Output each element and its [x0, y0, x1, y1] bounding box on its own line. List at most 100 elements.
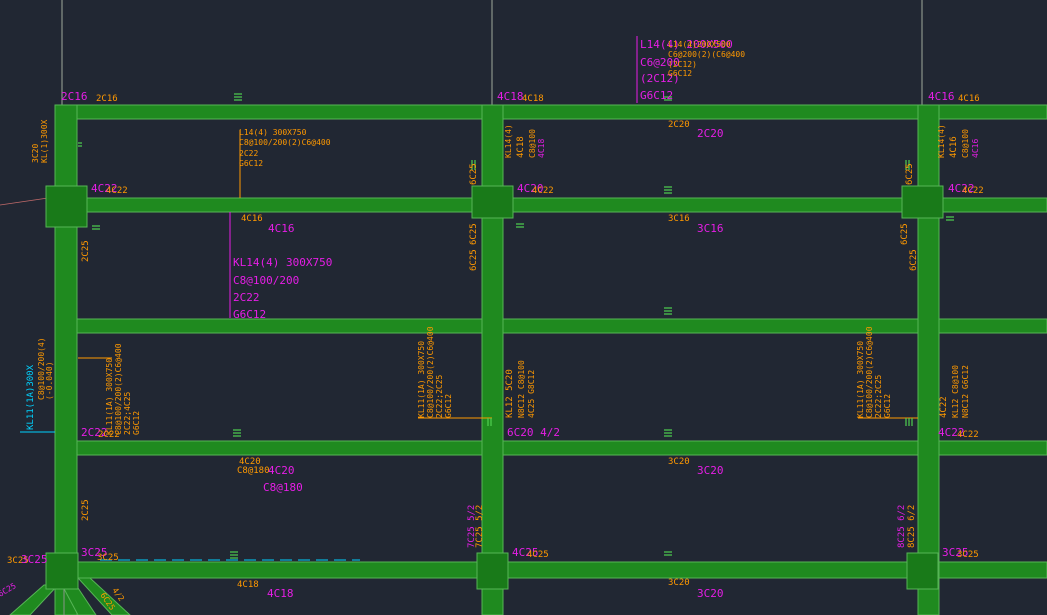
rebar-2c16-top-left: 2C16 [61, 90, 88, 103]
mid-center-rot-a: KL12 5C20 [505, 369, 515, 418]
mid-right2-rot-c: N8C12 G6C12 [961, 365, 970, 418]
rebar-c8-180-overlap: C8@180 [237, 466, 270, 476]
rebar-4c16-orange: 4C16 [241, 214, 263, 224]
rebar-7c25-col-b-overlap: 7C25 5/2 [475, 505, 485, 548]
horizontal-beams [54, 104, 1047, 579]
rebar-2c22-left: 2C22 [81, 426, 108, 439]
rebar-3c20-bottom-orange: 3C20 [668, 578, 690, 588]
top-mid-vertical-b: 4C18 [516, 136, 526, 158]
column-c2[interactable] [901, 185, 944, 219]
mid-left-rot-b: C8@100/200(2)C6@400 [426, 326, 435, 418]
rebar-4c18-top-overlap: 4C18 [522, 94, 544, 104]
tick-marks [78, 93, 954, 559]
mid-left-rot-d: G6C12 [444, 394, 453, 418]
rebar-4c22-right-overlap: 4C22 [962, 186, 984, 196]
rebar-diag-6c25-left: 6C25 [0, 581, 18, 599]
rebar-6c25-col-b: 6C25 [469, 223, 479, 245]
mid-left-rot-a: KL11(1A) 300X750 [417, 341, 426, 418]
mid-right-rot-d: G6C12 [883, 394, 892, 418]
kl14-name: KL14(4) 300X750 [233, 256, 332, 269]
rebar-4c18-top: 4C18 [497, 90, 524, 103]
l14-top-bars: (2C12) [640, 72, 680, 85]
rebar-3c20-orange: 3C20 [668, 457, 690, 467]
rebar-2c20-row1-b: 2C20 [697, 127, 724, 140]
top-right-vertical-c: C8@100 [961, 129, 970, 158]
rebar-6c25-col-c2: 6C25 [909, 249, 919, 271]
beam-col-c[interactable] [917, 104, 940, 615]
rebar-4c25-mid: 4C25 [512, 546, 539, 559]
l14-overlap-4: G6C12 [668, 69, 692, 78]
kl14-overlap-4: G6C12 [239, 159, 263, 168]
beam-row-2[interactable] [54, 197, 1047, 213]
rebar-4c22-right-row4-overlap: 4C22 [957, 430, 979, 440]
l14-side-bars: G6C12 [640, 89, 673, 102]
beam-row-5[interactable] [54, 561, 1047, 579]
beam-col-a[interactable] [54, 104, 78, 615]
kl11-right-1: KL11(1A) 300X750 [105, 358, 114, 435]
rebar-6c25-c2: 6C25 [905, 163, 915, 185]
beam-row-1[interactable] [54, 104, 1047, 120]
rebar-4c18-bottom-orange: 4C18 [237, 580, 259, 590]
kl14-overlap-1: L14(4) 300X750 [239, 128, 307, 137]
rebar-4c16-top-right-overlap: 4C16 [958, 94, 980, 104]
rebar-4c20-low-orange: 4C20 [239, 457, 261, 467]
l14-overlap-2: C6@200(2)(C6@400 [668, 50, 745, 59]
rebar-2c25-col-a: 2C25 [81, 240, 91, 262]
rebar-4c20-low-magenta: 4C20 [268, 464, 295, 477]
kl14-overlap-3: 2C22 [239, 149, 258, 158]
rebar-4c22-left-overlap: 4C22 [106, 186, 128, 196]
beam-col-b[interactable] [481, 104, 504, 615]
column-a2[interactable] [45, 185, 88, 228]
rebar-6c25-col-b2: 6C25 [469, 249, 479, 271]
kl11-right-3: 2C22;4C25 [123, 391, 132, 435]
beam-row-3[interactable] [54, 318, 1047, 334]
rebar-6c20-mid: 6C20 4/2 [507, 426, 560, 439]
top-left-vertical-b: KL(1)300X [40, 119, 49, 163]
rebar-4c25-mid-overlap: 4C25 [527, 550, 549, 560]
rebar-3c25-left: 3C25 [81, 546, 108, 559]
rebar-3c25-far-left: 3C25 [7, 556, 29, 566]
l14-name: L14(4) 200X500 [640, 38, 733, 51]
rebar-4c22-right-row4: 4C22 [938, 426, 965, 439]
top-right-vertical-d: 4C16 [971, 139, 980, 158]
rebar-3c25-right: 3C25 [942, 546, 969, 559]
kl11-stack-2: (-0.040) [45, 361, 54, 400]
mid-right-rot-c: 2C22;2C25 [874, 374, 883, 418]
column-a5[interactable] [45, 552, 79, 590]
rebar-4c16-top-right: 4C16 [928, 90, 955, 103]
top-mid-vertical-a: KL14(4) [504, 124, 513, 158]
kl11-right-4: G6C12 [132, 411, 141, 435]
leader-lines [20, 36, 918, 433]
mid-right-rot-b: C8@100/200(2)C6@400 [865, 326, 874, 418]
kl14-overlap-2: C8@100/200(2)C6@400 [239, 138, 331, 147]
column-c5[interactable] [906, 552, 939, 590]
kl14-side-bars: G6C12 [233, 308, 266, 321]
rebar-3c16-magenta: 3C16 [697, 222, 724, 235]
rebar-3c25-far-left-b: 3C25 [21, 553, 48, 566]
rebar-c8-180: C8@180 [263, 481, 303, 494]
top-right-vertical-b: 4C16 [949, 136, 959, 158]
kl11-cyan-label: KL11(1A)300X [26, 364, 36, 430]
kl11-stack-1: C8@100/200(4) [37, 337, 46, 400]
beam-row-4[interactable] [54, 440, 1047, 456]
top-left-vertical-a: 3C20 [31, 144, 40, 163]
diagonal-beam-3[interactable] [76, 577, 131, 615]
rebar-2c25-col-a-low: 2C25 [81, 499, 91, 521]
mid-right2-rot-b: KL12 C8@100 [951, 365, 960, 418]
rebar-3c20-magenta: 3C20 [697, 464, 724, 477]
column-b2[interactable] [471, 185, 514, 219]
top-right-vertical-a: KL14(4) [937, 124, 946, 158]
rebar-2c22-left-overlap: 2C22 [98, 430, 120, 440]
rebar-6c25-b2: 6C25 [469, 163, 479, 185]
rebar-7c25-col-b: 7C25 5/2 [467, 505, 477, 548]
column-b5[interactable] [476, 552, 509, 590]
rebar-4c22-mid-overlap: 4C22 [532, 186, 554, 196]
l14-overlap-3: (2C12) [668, 60, 697, 69]
rebar-3c20-bottom-magenta: 3C20 [697, 587, 724, 600]
rebar-6c25-col-c: 6C25 [900, 223, 910, 245]
rebar-3c16-orange: 3C16 [668, 214, 690, 224]
kl11-right-2: C8@100/200(2)C6@400 [114, 343, 123, 435]
top-mid-vertical-c: C8@100 [528, 129, 537, 158]
